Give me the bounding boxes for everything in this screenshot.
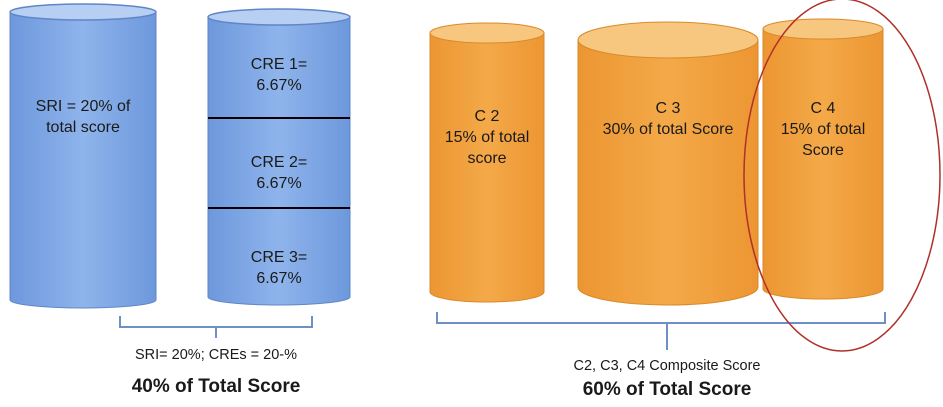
c3-label: C 3 30% of total Score	[602, 100, 734, 138]
cre-2-label: CRE 2= 6.67%	[250, 154, 308, 192]
left-bracket	[119, 316, 313, 338]
cre-3-label: CRE 3= 6.67%	[250, 249, 308, 287]
c4-highlight-ellipse	[743, 0, 941, 352]
right-bracket	[436, 312, 886, 350]
cre-1-label: CRE 1= 6.67%	[250, 56, 308, 94]
right-caption: C2, C3, C4 Composite Score	[573, 358, 761, 374]
c2-cylinder	[429, 22, 545, 303]
right-total: 60% of Total Score	[582, 379, 752, 400]
c4-label: C 4 15% of total Score	[780, 100, 866, 159]
sri-label: SRI = 20% of total score	[35, 98, 131, 136]
c4-cylinder	[762, 18, 884, 300]
c2-label: C 2 15% of total score	[444, 108, 530, 167]
left-total: 40% of Total Score	[131, 376, 301, 397]
sri-cylinder	[9, 3, 157, 309]
c3-cylinder	[577, 21, 759, 306]
left-caption: SRI= 20%; CREs = 20-%	[135, 347, 297, 363]
cre-cylinder	[207, 8, 351, 306]
